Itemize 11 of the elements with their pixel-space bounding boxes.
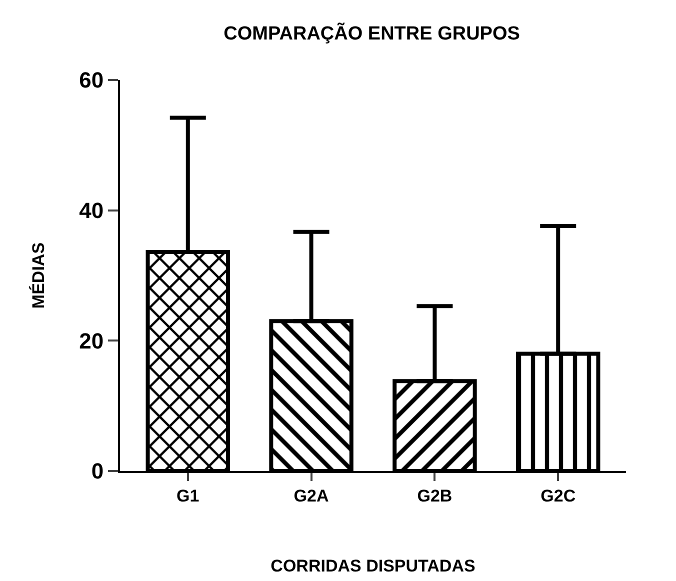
y-tick-label: 0: [91, 458, 104, 484]
x-tick-label: G2B: [417, 486, 452, 506]
y-tick-label: 40: [79, 198, 104, 224]
y-tick-label: 20: [79, 328, 104, 354]
x-tick-label: G2A: [294, 486, 329, 506]
y-tick-label: 60: [79, 68, 104, 93]
x-axis-title: CORRIDAS DISPUTADAS: [270, 556, 476, 576]
chart-title: COMPARAÇÃO ENTRE GRUPOS: [224, 22, 520, 44]
y-axis-title: MÉDIAS: [28, 242, 48, 309]
x-tick-label: G1: [176, 486, 200, 506]
x-tick-label: G2C: [540, 486, 576, 506]
